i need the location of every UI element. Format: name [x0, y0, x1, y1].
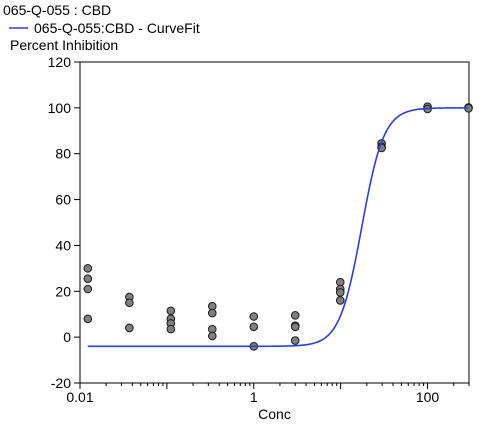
y-axis-label: Percent Inhibition [10, 37, 118, 53]
data-point [125, 298, 134, 308]
x-axis: 0.01 1 100 [66, 383, 470, 405]
data-point [83, 314, 93, 324]
plot-frame [79, 61, 470, 384]
legend-label-curvefit: 065-Q-055:CBD - CurveFit [34, 20, 200, 36]
data-point [290, 336, 300, 345]
y-axis: -20 0 20 40 60 80 100 120 [48, 54, 80, 391]
data-point [83, 284, 93, 294]
data-point [166, 306, 176, 316]
chart-title: 065-Q-055 : CBD [3, 2, 111, 18]
data-point [83, 264, 93, 273]
x-axis-label: Conc [258, 406, 291, 421]
curve-fit-line [87, 107, 469, 348]
x-tick-label: 1 [250, 389, 258, 405]
data-point [290, 311, 300, 320]
y-tick-label: 120 [48, 54, 72, 70]
y-tick-label: 0 [63, 329, 71, 345]
y-tick-label: 40 [55, 237, 71, 253]
data-point [125, 323, 134, 333]
x-tick-label: 100 [416, 389, 440, 405]
y-tick-label: -20 [51, 375, 71, 391]
data-point [207, 308, 217, 318]
data-points [83, 102, 473, 351]
y-tick-label: 20 [55, 283, 71, 299]
data-point [207, 331, 217, 341]
data-point [290, 322, 300, 332]
y-tick-label: 80 [55, 146, 71, 162]
y-tick-label: 60 [55, 192, 71, 208]
data-point [249, 322, 259, 332]
x-tick-label: 0.01 [66, 389, 93, 405]
data-point [335, 296, 345, 305]
data-point [335, 288, 345, 297]
data-point [83, 274, 93, 283]
data-point [166, 324, 176, 334]
y-tick-label: 100 [48, 100, 72, 116]
legend: 065-Q-055:CBD - CurveFit [9, 20, 200, 36]
data-point [249, 312, 259, 321]
